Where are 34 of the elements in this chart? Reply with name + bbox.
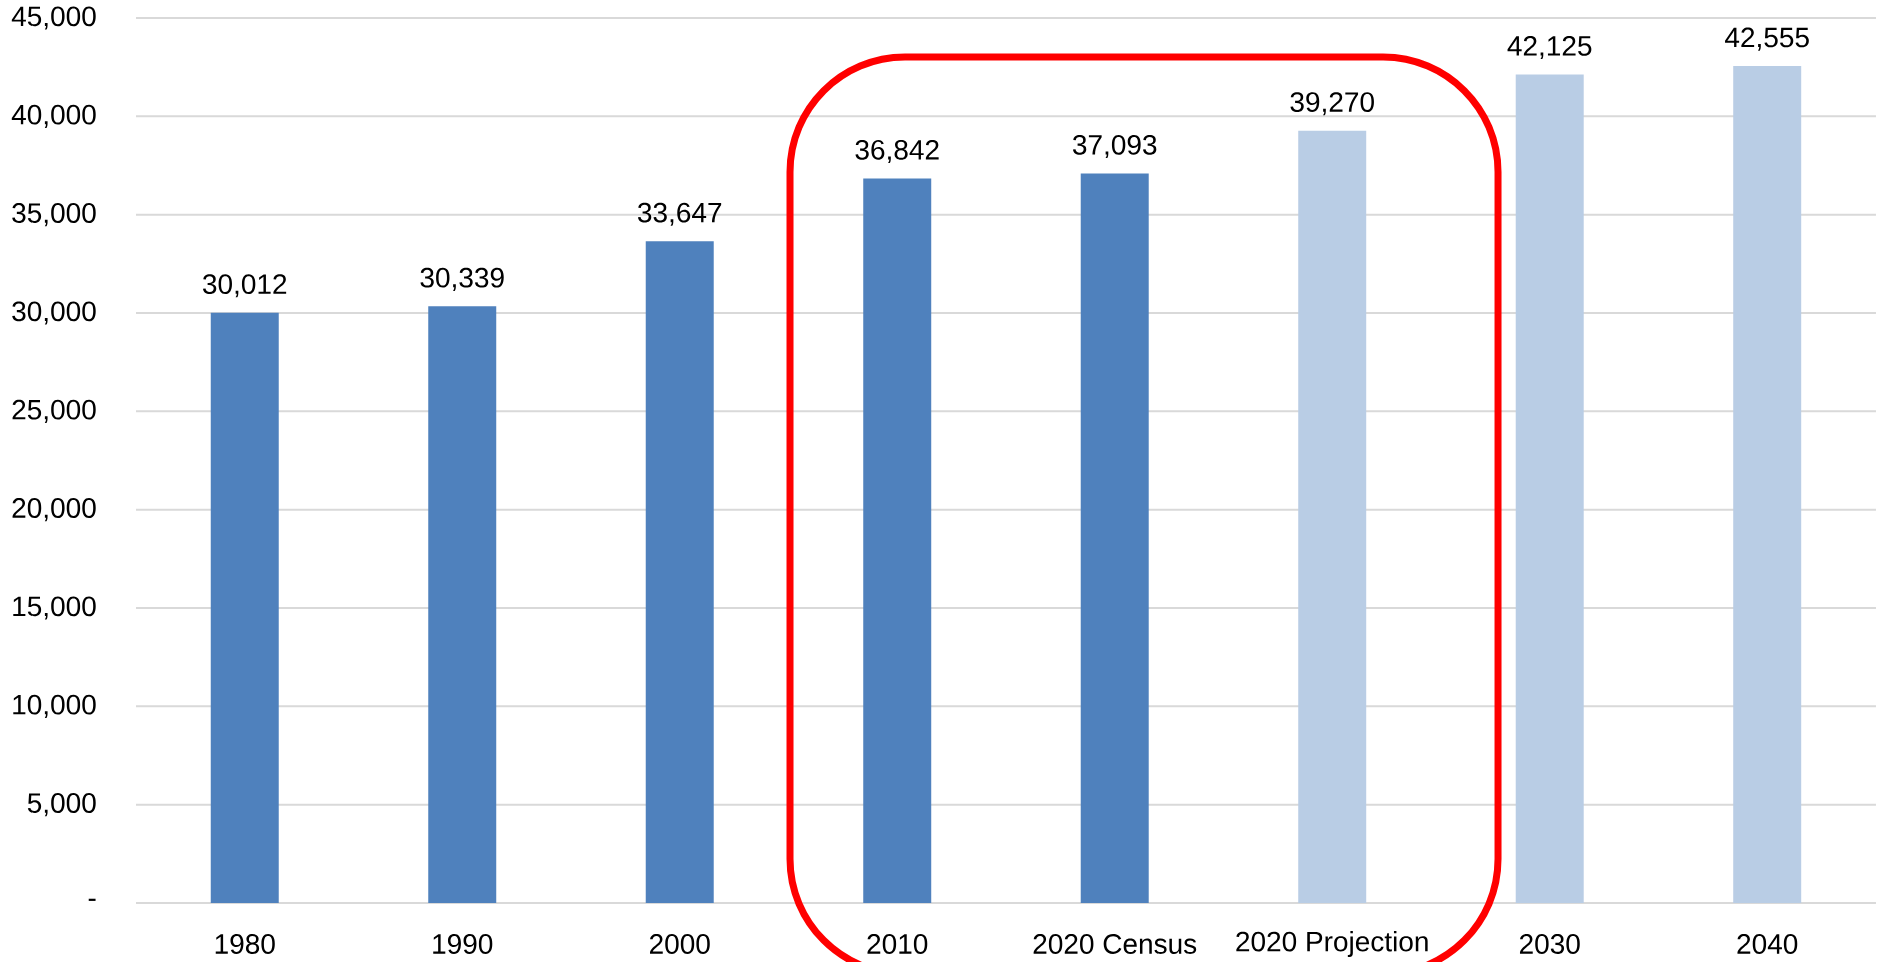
y-tick-label: 40,000 — [11, 104, 96, 128]
bar — [1080, 173, 1149, 903]
y-tick-label: 15,000 — [13, 596, 96, 620]
y-tick-label: 10,000 — [13, 694, 96, 718]
bar — [428, 306, 497, 903]
data-label: 30,339 — [420, 267, 504, 291]
y-tick-label: - — [88, 898, 96, 901]
x-tick-label: 2020 Census — [1033, 934, 1197, 954]
data-label: 36,842 — [855, 139, 939, 164]
bar — [210, 312, 279, 903]
y-tick-label: 20,000 — [12, 498, 96, 522]
x-tick-label: 2000 — [650, 934, 710, 954]
data-label: 33,647 — [637, 202, 722, 226]
bar — [1298, 130, 1367, 903]
y-tick-label: 25,000 — [12, 399, 96, 423]
y-tick-label: 35,000 — [12, 203, 96, 227]
x-tick-label: 1990 — [433, 934, 493, 954]
bar — [1733, 66, 1802, 903]
x-tick-label: 2040 — [1737, 934, 1798, 954]
y-tick-label: 30,000 — [12, 301, 96, 325]
x-tick-label: 2010 — [867, 934, 928, 954]
data-label: 42,555 — [1725, 27, 1809, 51]
data-label: 37,093 — [1072, 134, 1157, 159]
y-tick-label: 45,000 — [11, 6, 96, 30]
y-tick-label: 5,000 — [27, 793, 96, 817]
x-tick-label: 2020 Projection — [1236, 930, 1428, 958]
bar — [1515, 74, 1584, 903]
x-tick-label: 2030 — [1519, 934, 1580, 954]
data-label: 30,012 — [202, 274, 287, 298]
bar — [645, 241, 714, 903]
data-label: 42,125 — [1507, 35, 1592, 60]
x-tick-label: 1980 — [215, 934, 275, 954]
bar — [863, 178, 932, 903]
data-label: 39,270 — [1290, 92, 1374, 116]
